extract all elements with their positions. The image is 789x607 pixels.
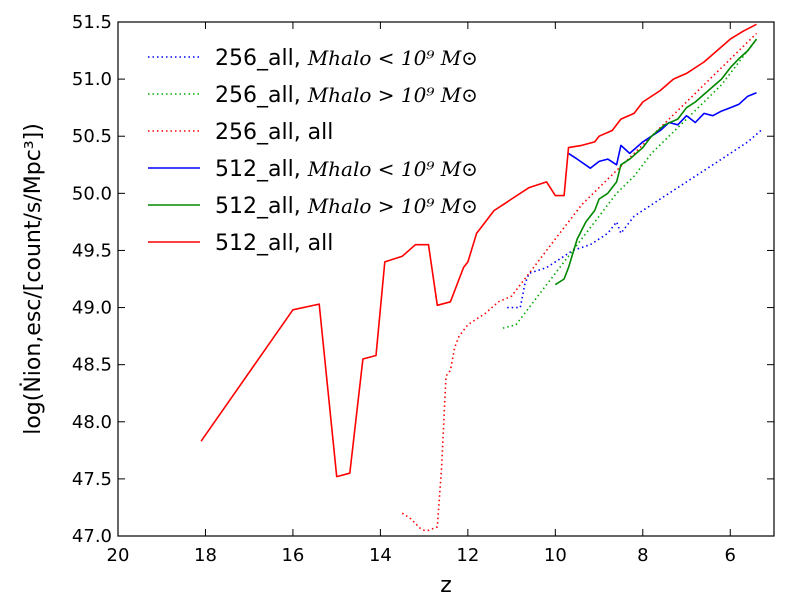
legend-label-1: 256_all, Mhalo < 10⁹ M⊙ (215, 46, 478, 71)
series-line-1 (507, 129, 762, 309)
series-line-3 (401, 32, 758, 532)
legend-label-5: 512_all, Mhalo > 10⁹ M⊙ (215, 194, 478, 219)
y-tick-label: 51.5 (72, 12, 112, 33)
plot-frame (117, 21, 775, 537)
series-line-4 (568, 92, 757, 169)
y-tick-label: 49.5 (72, 240, 112, 261)
x-axis-label: z (440, 573, 452, 598)
y-tick-label: 47.0 (72, 526, 112, 547)
legend-label-3: 256_all, all (215, 120, 333, 145)
y-axis-label: log(Ṅion,esc/[count/s/Mpc³]) (20, 123, 46, 435)
series-line-5 (554, 38, 758, 286)
legend-label-2: 256_all, Mhalo > 10⁹ M⊙ (215, 83, 478, 108)
x-tick-label: 6 (725, 545, 736, 566)
y-tick-label: 48.0 (72, 412, 112, 433)
x-tick-label: 12 (456, 545, 479, 566)
legend-label-6: 512_all, all (215, 231, 333, 256)
y-tick-label: 50.0 (72, 183, 112, 204)
y-tick-label: 47.5 (72, 469, 112, 490)
x-tick-label: 14 (369, 545, 392, 566)
x-tick-label: 10 (544, 545, 567, 566)
x-tick-label: 16 (281, 545, 304, 566)
y-tick-label: 48.5 (72, 355, 112, 376)
x-tick-label: 20 (107, 545, 130, 566)
ticks-layer: 20 18 16 14 12 10 8 6 47.0 47.5 48.0 48.5 49.0 49.5 50… (72, 12, 774, 566)
legend: 256_all, Mhalo < 10⁹ M⊙ 256_all, Mhalo > … (148, 46, 478, 256)
x-tick-label: 8 (637, 545, 648, 566)
y-tick-label: 51.0 (72, 69, 112, 90)
legend-label-4: 512_all, Mhalo < 10⁹ M⊙ (215, 157, 478, 182)
y-tick-label: 49.0 (72, 298, 112, 319)
y-tick-label: 50.5 (72, 126, 112, 147)
x-tick-label: 18 (194, 545, 217, 566)
series-line-6 (200, 23, 757, 478)
series-layer (200, 23, 762, 532)
